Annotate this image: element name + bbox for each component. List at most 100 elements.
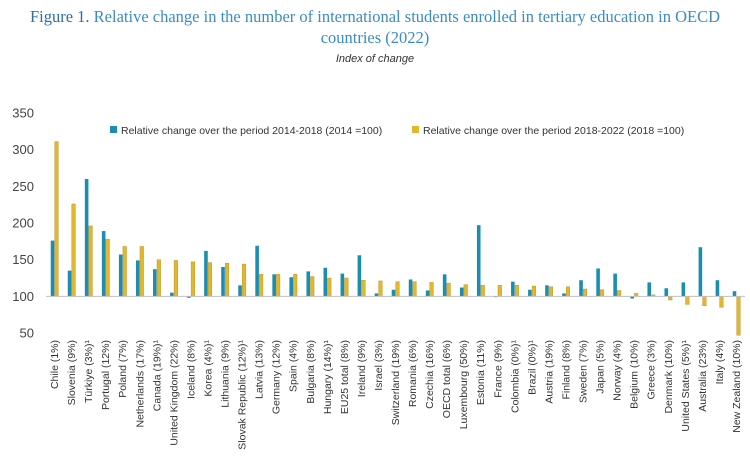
category-label: France (9%): [492, 340, 504, 398]
bar-2018-2022: [156, 259, 161, 297]
bar-2018-2022: [88, 225, 93, 297]
bar-2014-2018: [221, 267, 225, 297]
bar-2018-2022: [565, 286, 570, 297]
bar-2014-2018: [357, 255, 362, 297]
bar-2014-2018: [391, 289, 396, 297]
category-label: Iceland (8%): [185, 340, 197, 399]
bar-2014-2018: [715, 280, 720, 297]
legend-label: Relative change over the period 2018-202…: [423, 125, 684, 137]
category-label: Czechia (16%): [424, 340, 436, 409]
bar-2018-2022: [54, 141, 59, 297]
y-tick-label: 100: [12, 289, 34, 304]
category-label: Australia (23%): [697, 340, 709, 412]
bar-2018-2022: [412, 281, 417, 297]
category-label: Estonia (11%): [475, 340, 487, 405]
bar-2014-2018: [289, 277, 294, 297]
legend-swatch: [110, 126, 117, 133]
category-label: Colombia (0%)¹: [509, 339, 521, 412]
category-label: United Kingdom (22%): [168, 340, 180, 446]
category-label: Türkiye (3%)¹: [83, 340, 95, 404]
bar-2014-2018: [664, 288, 669, 297]
bar-2018-2022: [702, 296, 707, 307]
bar-2014-2018: [101, 231, 106, 297]
figure-title: Relative change in the number of interna…: [93, 7, 721, 47]
category-label: Luxembourg (50%): [458, 340, 470, 429]
bar-2018-2022: [531, 285, 536, 297]
category-label: Chile (1%): [49, 340, 61, 389]
bar-2014-2018: [84, 179, 89, 297]
bar-2014-2018: [681, 282, 686, 297]
bar-2018-2022: [497, 285, 502, 297]
category-label: Norway (4%): [612, 340, 624, 401]
figure-label: Figure 1.: [29, 7, 90, 26]
bar-2014-2018: [647, 282, 652, 297]
category-label: Denmark (10%): [663, 340, 675, 414]
category-label: Germany (12%): [271, 340, 283, 414]
y-tick-label: 250: [12, 179, 34, 194]
y-tick-label: 350: [12, 106, 34, 121]
bar-2018-2022: [429, 282, 434, 297]
category-label: Lithuania (9%): [220, 340, 232, 408]
bar-2018-2022: [122, 246, 127, 297]
category-label: Canada (19%)¹: [151, 339, 163, 411]
bar-2014-2018: [596, 268, 600, 297]
bar-2014-2018: [545, 285, 549, 297]
bar-2018-2022: [276, 274, 281, 297]
legend-swatch: [412, 126, 419, 133]
bar-2014-2018: [170, 292, 174, 297]
category-label: Netherlands (17%): [134, 340, 146, 428]
bar-2014-2018: [67, 270, 72, 297]
bar-2014-2018: [630, 296, 634, 299]
category-label: Hungary (14%)¹: [322, 340, 334, 415]
bar-2018-2022: [548, 286, 553, 297]
y-tick-label: 150: [12, 252, 34, 267]
bar-2014-2018: [579, 280, 583, 297]
bar-2014-2018: [511, 281, 515, 297]
category-label: Latvia (13%): [254, 340, 266, 399]
bar-2014-2018: [323, 267, 328, 297]
bar-2018-2022: [395, 281, 400, 297]
category-label: Japan (5%): [595, 340, 607, 394]
bar-2014-2018: [613, 273, 617, 297]
category-label: Brazil (0%)¹: [526, 340, 538, 395]
bar-2018-2022: [310, 276, 315, 297]
bar-2014-2018: [118, 254, 123, 297]
bar-2018-2022: [361, 280, 366, 297]
bar-2014-2018: [306, 271, 311, 297]
bar-2014-2018: [698, 247, 703, 297]
y-tick-label: 300: [12, 142, 34, 157]
bar-2018-2022: [225, 263, 230, 297]
bar-2014-2018: [442, 274, 447, 297]
category-label: Portugal (12%): [100, 340, 112, 410]
bar-2014-2018: [272, 274, 276, 297]
category-label: Austria (19%): [543, 340, 555, 404]
bar-2018-2022: [259, 274, 264, 297]
category-label: Belgium (10%): [629, 340, 641, 409]
category-label: Greece (3%): [646, 340, 658, 400]
bar-2018-2022: [480, 285, 485, 297]
bar-2018-2022: [617, 290, 622, 297]
bar-2018-2022: [719, 296, 724, 308]
bar-2014-2018: [528, 289, 532, 297]
bar-2014-2018: [255, 245, 259, 297]
category-label: Slovak Republic (12%)¹: [237, 340, 249, 450]
bar-2014-2018: [238, 285, 242, 297]
y-tick-label: 200: [12, 216, 34, 231]
bar-2018-2022: [446, 282, 451, 297]
y-tick-label: 50: [20, 326, 34, 341]
bar-2018-2022: [207, 262, 212, 297]
chart-subtitle: Index of change: [335, 53, 415, 65]
category-label: Switzerland (19%): [390, 340, 402, 425]
category-label: Slovenia (9%): [66, 340, 78, 405]
category-label: Ireland (9%): [356, 340, 368, 397]
bar-2018-2022: [327, 277, 332, 297]
category-label: EU25 total (8%): [339, 340, 351, 414]
bar-2018-2022: [242, 263, 247, 297]
category-label: New Zealand (10%): [731, 340, 743, 433]
bar-2014-2018: [135, 260, 140, 297]
category-label: United States (5%)¹: [680, 340, 692, 432]
category-label: Poland (7%): [117, 340, 129, 398]
bar-2018-2022: [685, 296, 690, 305]
category-label: Sweden (7%): [578, 340, 590, 403]
